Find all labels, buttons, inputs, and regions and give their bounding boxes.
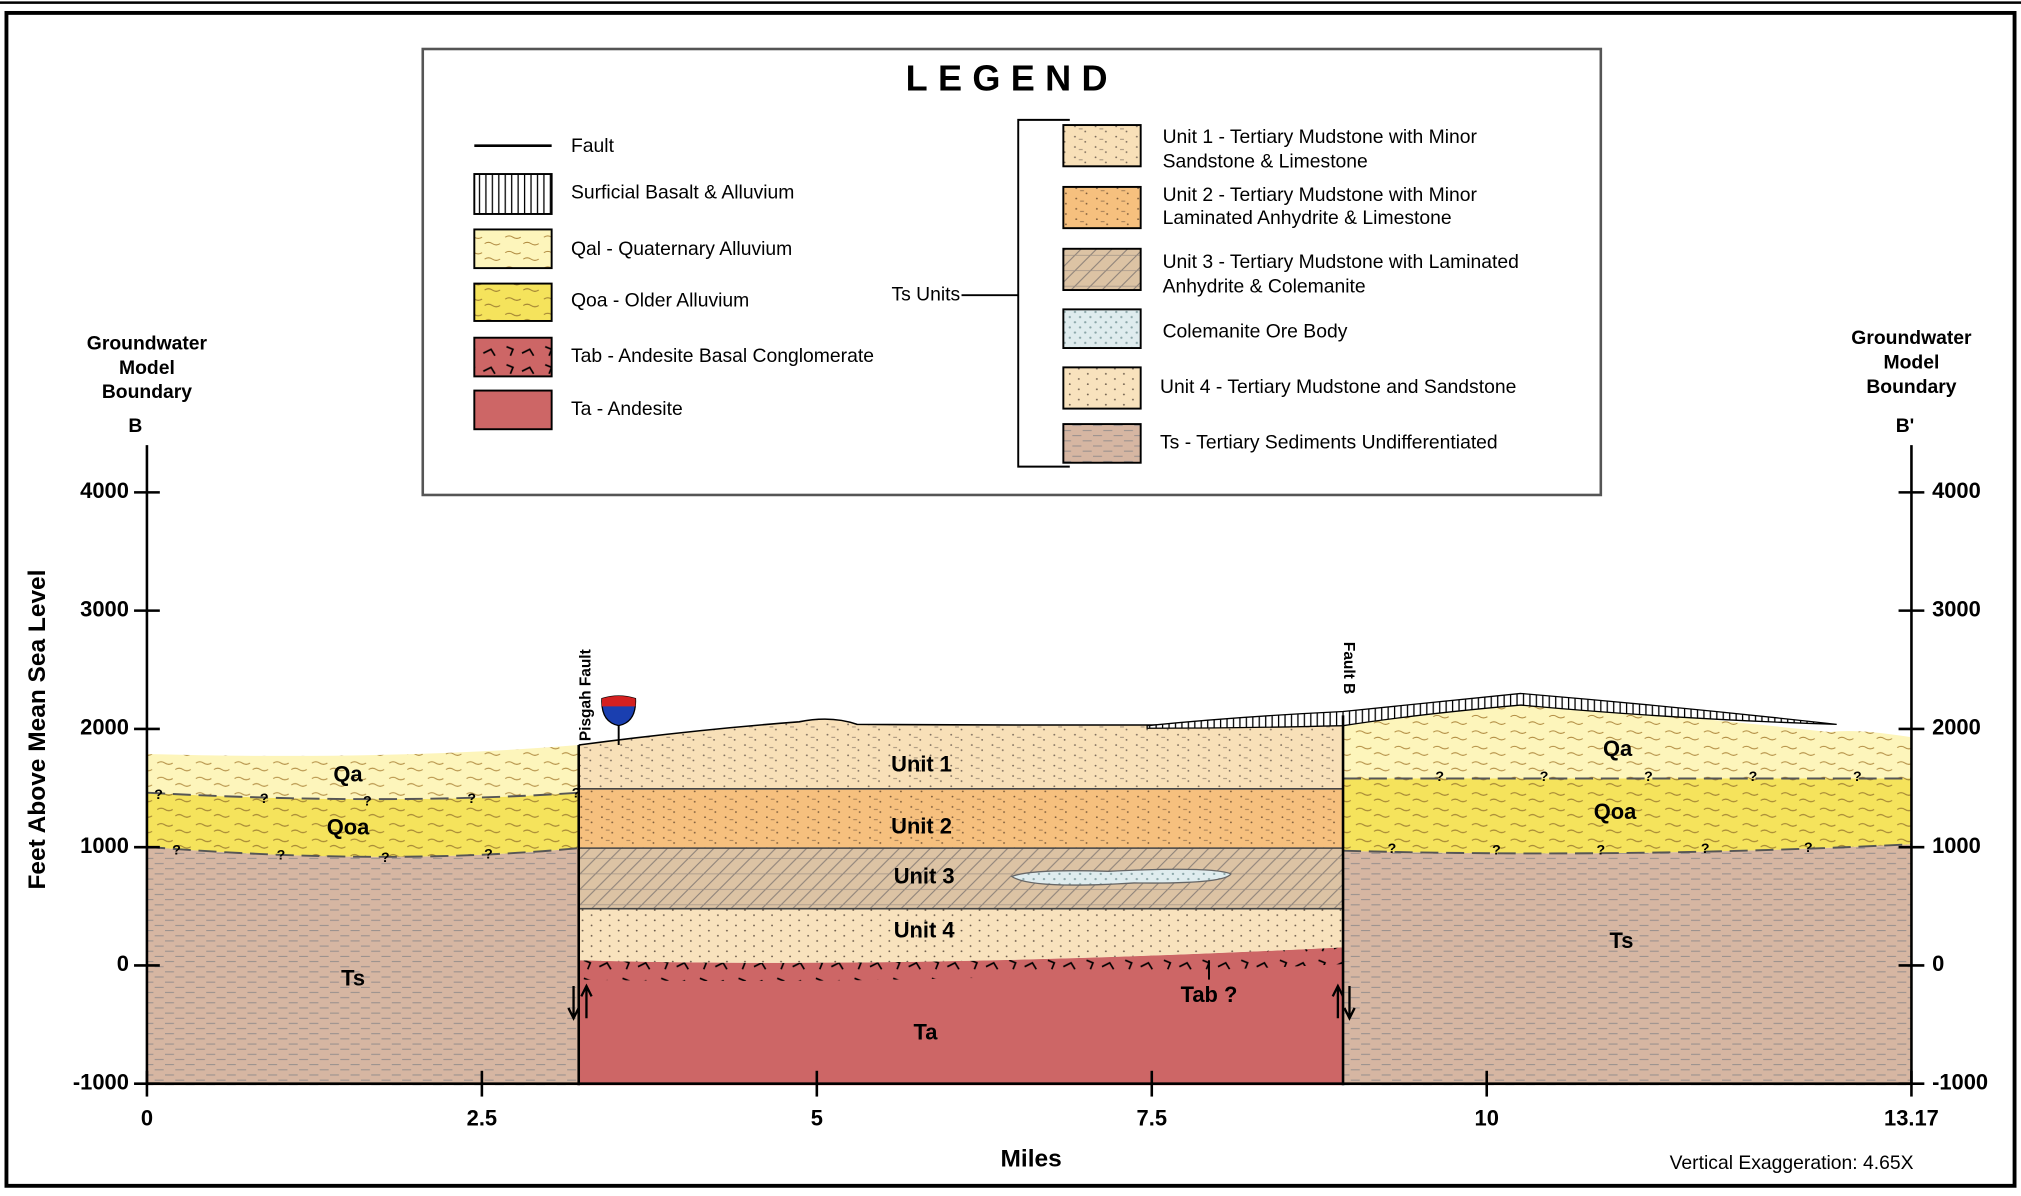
legend-item: Qoa - Older Alluvium — [571, 291, 749, 312]
legend-item: Unit 2 - Tertiary Mudstone with Minor — [1163, 185, 1478, 206]
uncertain-mark: ? — [1492, 842, 1501, 858]
x-tick-label: 10 — [1475, 1106, 1499, 1131]
uncertain-mark: ? — [1749, 769, 1758, 785]
legend-item: Ta - Andesite — [571, 399, 683, 420]
group-label: Ts Units — [891, 284, 960, 305]
uncertain-mark: ? — [572, 786, 581, 802]
unit-2 — [579, 789, 1343, 848]
cross-section: LEGEND Fault Surficial Basalt & Alluvium… — [0, 0, 2021, 1191]
uncertain-mark: ? — [172, 842, 181, 858]
uncertain-mark: ? — [1644, 769, 1653, 785]
qa-left — [147, 745, 579, 799]
unit-1 — [579, 719, 1343, 789]
uncertain-mark: ? — [1540, 769, 1549, 785]
legend-item: Anhydrite & Colemanite — [1163, 277, 1366, 298]
y-tick-label: 4000 — [1932, 478, 1981, 503]
uncertain-mark: ? — [1853, 769, 1862, 785]
y-tick-label: 1000 — [80, 833, 129, 858]
legend-title: LEGEND — [906, 58, 1118, 99]
legend-item: Unit 4 - Tertiary Mudstone and Sandstone — [1160, 377, 1516, 398]
fault-label: Pisgah Fault — [578, 649, 595, 741]
y-tick-label: 3000 — [80, 596, 129, 621]
uncertain-mark: ? — [381, 850, 390, 866]
uncertain-mark: ? — [363, 793, 372, 809]
uncertain-mark: ? — [467, 791, 476, 807]
unit-label: Ta — [913, 1020, 938, 1045]
boundary-label: Groundwater — [1851, 328, 1972, 349]
unit-label: Tab ? — [1181, 982, 1238, 1007]
swatch — [474, 338, 551, 377]
legend-item: Qal - Quaternary Alluvium — [571, 239, 792, 260]
legend-item: Colemanite Ore Body — [1163, 322, 1348, 343]
swatch — [474, 174, 551, 214]
boundary-label: Model — [1884, 353, 1940, 374]
y-tick-label: 2000 — [80, 715, 129, 740]
unit-label: Unit 1 — [891, 751, 952, 776]
uncertain-mark: ? — [277, 848, 286, 864]
fault-label: Fault B — [1340, 642, 1357, 694]
uncertain-mark: ? — [1804, 840, 1813, 856]
unit-label: Qa — [333, 762, 363, 787]
swatch — [1063, 367, 1140, 408]
x-tick-label: 2.5 — [467, 1106, 497, 1131]
x-tick-label: 5 — [811, 1106, 823, 1131]
unit-3 — [579, 848, 1343, 909]
section-marker: B' — [1896, 416, 1915, 437]
uncertain-mark: ? — [1596, 842, 1605, 858]
legend-item: Sandstone & Limestone — [1163, 152, 1368, 173]
boundary-label: Groundwater — [87, 333, 208, 354]
y-tick-label: 0 — [117, 951, 129, 976]
boundary-label: Boundary — [102, 382, 192, 403]
uncertain-mark: ? — [484, 846, 493, 862]
uncertain-mark: ? — [1435, 769, 1444, 785]
y-tick-label: 0 — [1932, 951, 1944, 976]
unit-label: Qoa — [1594, 799, 1637, 824]
unit-label: Unit 4 — [894, 918, 956, 943]
y-tick-label: 3000 — [1932, 596, 1981, 621]
x-tick-label: 7.5 — [1137, 1106, 1167, 1131]
unit-label: Ts — [341, 965, 365, 990]
unit-label: Unit 3 — [894, 864, 955, 889]
swatch — [1063, 125, 1140, 166]
ts-right — [1343, 844, 1911, 1085]
x-tick-label: 13.17 — [1884, 1106, 1939, 1131]
uncertain-mark: ? — [260, 791, 269, 807]
uncertain-mark: ? — [154, 787, 163, 803]
note: Vertical Exaggeration: 4.65X — [1670, 1153, 1914, 1174]
unit-label: Qoa — [327, 815, 370, 840]
x-tick-label: 0 — [141, 1106, 153, 1131]
y-tick-label: 2000 — [1932, 715, 1981, 740]
legend-item: Unit 1 - Tertiary Mudstone with Minor — [1163, 127, 1478, 148]
swatch — [1063, 249, 1140, 290]
swatch — [1063, 309, 1140, 348]
y-tick-label: 1000 — [1932, 833, 1981, 858]
unit-label: Qa — [1603, 736, 1633, 761]
unit-label: Ts — [1609, 928, 1633, 953]
legend-item: Fault — [571, 136, 615, 157]
x-axis-title: Miles — [1001, 1146, 1062, 1173]
legend-item: Laminated Anhydrite & Limestone — [1163, 208, 1452, 229]
shield-top — [602, 696, 636, 706]
legend-item: Ts - Tertiary Sediments Undifferentiated — [1160, 433, 1498, 454]
legend-item: Unit 3 - Tertiary Mudstone with Laminate… — [1163, 252, 1519, 273]
unit-label: Unit 2 — [891, 813, 952, 838]
section-marker: B — [128, 416, 142, 437]
uncertain-mark: ? — [1388, 841, 1397, 857]
y-tick-label: -1000 — [1932, 1069, 1988, 1094]
y-axis-title: Feet Above Mean Sea Level — [24, 570, 51, 890]
legend-item: Surficial Basalt & Alluvium — [571, 182, 794, 203]
swatch — [474, 391, 551, 430]
swatch — [1063, 187, 1140, 228]
swatch — [1063, 424, 1140, 463]
boundary-label: Model — [119, 358, 175, 379]
y-tick-label: -1000 — [73, 1069, 129, 1094]
swatch — [474, 284, 551, 321]
y-tick-label: 4000 — [80, 478, 129, 503]
swatch — [474, 229, 551, 268]
legend-item: Tab - Andesite Basal Conglomerate — [571, 346, 874, 367]
uncertain-mark: ? — [1701, 841, 1710, 857]
boundary-label: Boundary — [1866, 377, 1956, 398]
